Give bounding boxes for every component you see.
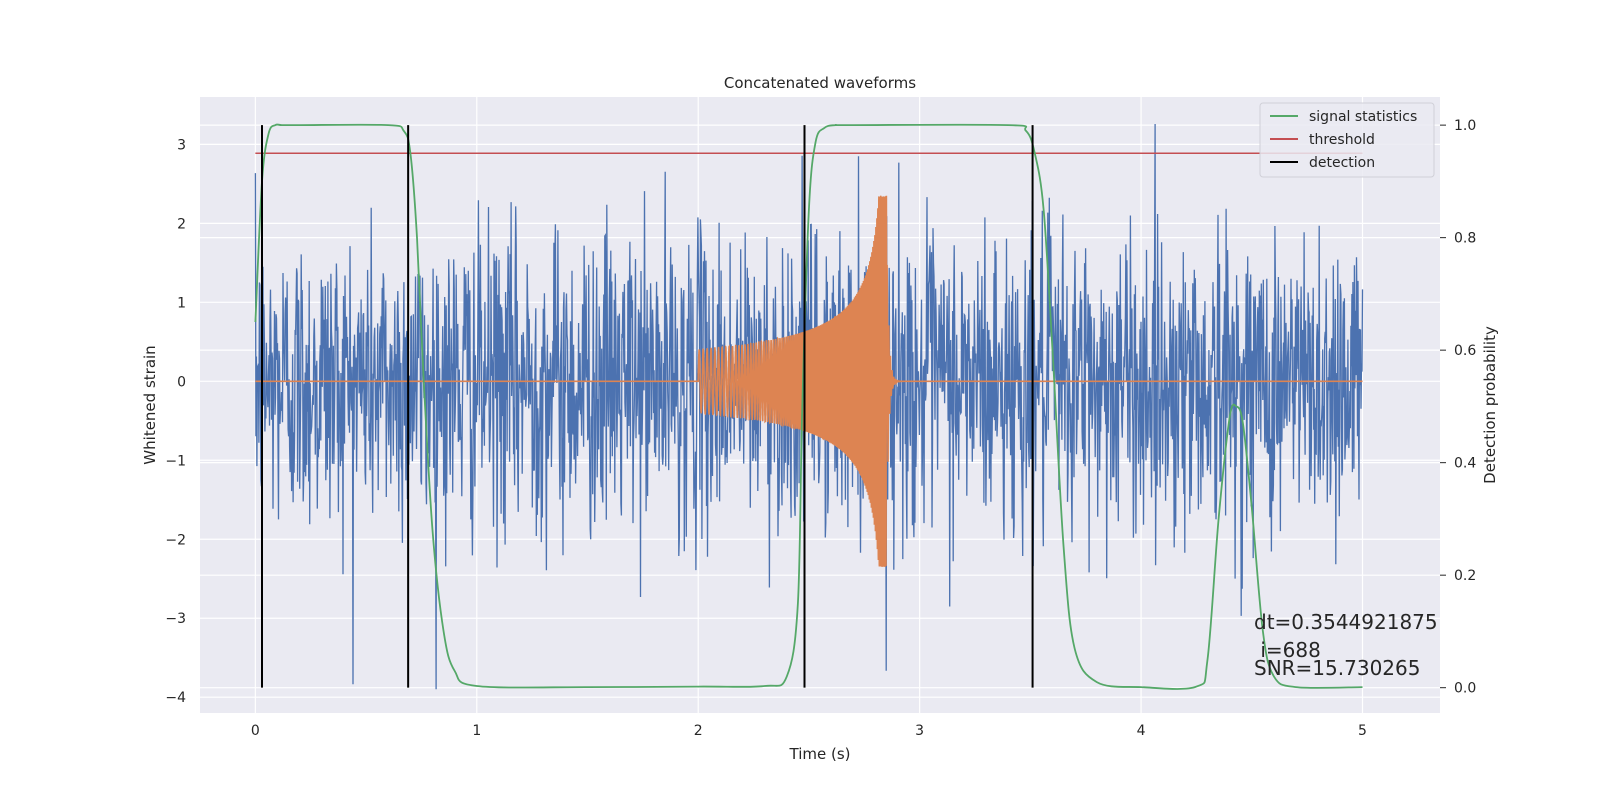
x-tick-label: 3 (915, 723, 924, 739)
annotation-index: i=688 (1254, 638, 1321, 662)
annotation-dt: dt=0.3544921875 (1254, 610, 1438, 634)
x-tick-label: 4 (1137, 723, 1146, 739)
y2-axis-label: Detection probability (1481, 326, 1499, 484)
y2-tick-label: 0.8 (1454, 231, 1476, 247)
legend-box (1259, 102, 1435, 178)
x-tick-label: 1 (472, 723, 481, 739)
annotation-snr: SNR=15.730265 (1254, 656, 1421, 680)
x-tick-label: 2 (694, 723, 703, 739)
legend-label-detection: detection (1309, 155, 1375, 171)
y2-tick-label: 0.6 (1454, 343, 1476, 359)
x-axis-label: Time (s) (789, 745, 851, 763)
x-tick-label: 0 (251, 723, 260, 739)
waveform-line (255, 195, 1363, 567)
ticks: 0 1 2 3 4 5 −4 −3 −2 −1 0 1 2 3 0.0 0.2 0.4 0.6 0.8 1.0 (165, 118, 1476, 739)
signal-statistics-line (254, 123, 1363, 690)
legend-label-threshold: threshold (1309, 132, 1375, 148)
y-tick-label: −4 (165, 690, 186, 706)
legend: signal statistics threshold detection (1259, 102, 1435, 178)
y2-tick-label: 0.0 (1454, 681, 1476, 697)
y2-tick-label: 0.4 (1454, 456, 1476, 472)
y2-tick-label: 0.2 (1454, 568, 1476, 584)
legend-label-signal-statistics: signal statistics (1309, 109, 1417, 125)
y-tick-label: −3 (165, 611, 186, 627)
x-tick-label: 5 (1358, 723, 1367, 739)
y-tick-label: 2 (177, 216, 186, 232)
y-tick-label: −2 (165, 532, 186, 548)
y-tick-label: 1 (177, 295, 186, 311)
y-tick-label: 0 (177, 374, 186, 390)
y-tick-label: −1 (165, 453, 186, 469)
y-tick-label: 3 (177, 137, 186, 153)
y2-tick-label: 1.0 (1454, 118, 1476, 134)
y-axis-label: Whitened strain (141, 345, 159, 464)
chart-title: Concatenated waveforms (724, 74, 916, 92)
series-layer (254, 123, 1364, 690)
